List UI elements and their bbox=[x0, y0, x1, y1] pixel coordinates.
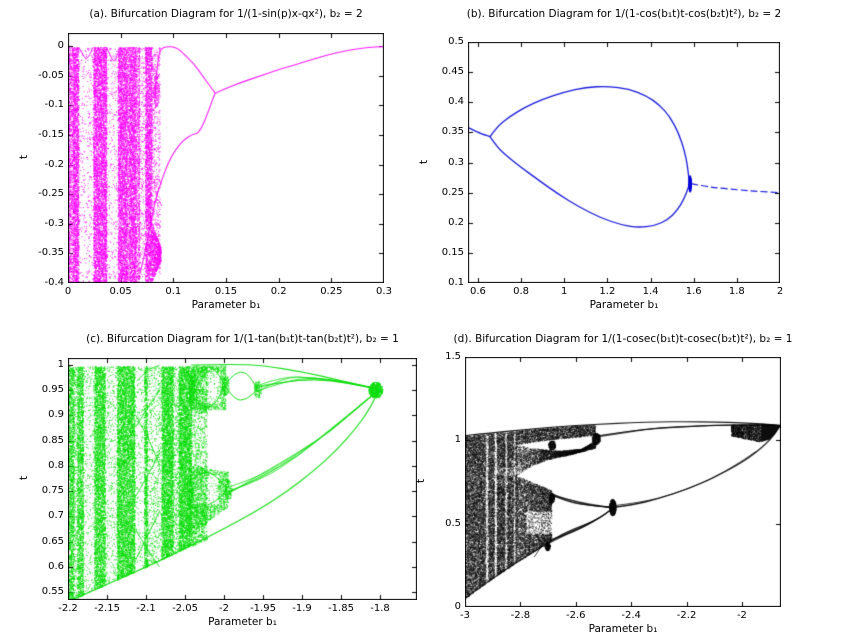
y-tick-label: 0.6 bbox=[48, 560, 64, 572]
y-tick-label: 1 bbox=[454, 434, 461, 446]
x-tick-label: -2 bbox=[219, 603, 229, 614]
y-tick-label: 0.1 bbox=[448, 277, 464, 288]
y-tick-label: 0.2 bbox=[448, 216, 464, 228]
x-tick-label: 1.8 bbox=[728, 286, 745, 297]
subplot-d-xlabel: Parameter b₁ bbox=[588, 623, 658, 635]
subplot-b-plot-area bbox=[468, 42, 780, 283]
y-tick-label: 0.85 bbox=[41, 434, 64, 446]
y-tick-label: -0.15 bbox=[38, 128, 64, 140]
y-tick-label: 0.55 bbox=[41, 585, 64, 597]
x-tick-label: -2.1 bbox=[136, 603, 156, 614]
y-tick-label: 0 bbox=[57, 40, 64, 52]
x-tick-label: -1.9 bbox=[292, 603, 312, 614]
y-tick-label: -0.25 bbox=[38, 188, 64, 200]
y-tick-label: -0.35 bbox=[38, 247, 64, 259]
y-tick-label: 0.7 bbox=[48, 510, 64, 522]
x-tick-label: 0.8 bbox=[513, 286, 530, 297]
x-tick-label: -2.05 bbox=[172, 603, 198, 614]
x-tick-label: 0.05 bbox=[109, 286, 132, 297]
y-tick-label: -0.05 bbox=[38, 69, 64, 81]
x-tick-label: 0.3 bbox=[376, 286, 392, 297]
subplot-a-plot-area bbox=[68, 33, 384, 283]
subplot-c-title: (c). Bifurcation Diagram for 1/(1-tan(b₁… bbox=[86, 333, 399, 345]
x-tick-label: 0.1 bbox=[165, 286, 182, 297]
x-tick-label: -3 bbox=[460, 610, 470, 621]
x-tick-label: -2.2 bbox=[676, 610, 697, 621]
subplot-a-xlabel: Parameter b₁ bbox=[191, 299, 261, 311]
y-tick-label: 0.65 bbox=[41, 535, 64, 547]
x-tick-label: 0 bbox=[64, 286, 72, 297]
y-tick-label: -0.4 bbox=[44, 277, 64, 288]
y-tick-label: 0 bbox=[454, 601, 461, 612]
x-tick-label: 1.6 bbox=[685, 286, 702, 297]
subplot-d-ylabel: t bbox=[414, 478, 428, 484]
subplot-c-xlabel: Parameter b₁ bbox=[208, 616, 277, 628]
x-tick-label: 2 bbox=[776, 286, 784, 297]
x-tick-label: 0.15 bbox=[214, 286, 238, 297]
x-tick-label: 0.2 bbox=[270, 286, 287, 297]
subplot-b-xlabel: Parameter b₁ bbox=[589, 299, 659, 311]
subplot-d-title: (d). Bifurcation Diagram for 1/(1-cosec(… bbox=[453, 333, 793, 345]
subplot-c-ylabel: t bbox=[17, 475, 31, 481]
x-tick-label: -2 bbox=[736, 610, 747, 621]
y-tick-label: 1 bbox=[57, 359, 64, 371]
y-tick-label: 0.8 bbox=[48, 459, 64, 471]
y-tick-label: 0.5 bbox=[448, 36, 464, 47]
x-tick-label: 1 bbox=[561, 286, 568, 297]
x-tick-label: -2.2 bbox=[58, 603, 78, 614]
y-tick-label: 0.5 bbox=[445, 517, 461, 529]
x-tick-label: 1.4 bbox=[642, 286, 659, 297]
subplot-a: (a). Bifurcation Diagram for 1/(1-sin(p)… bbox=[0, 0, 424, 321]
y-tick-label: 0.4 bbox=[448, 96, 464, 108]
x-tick-label: -2.8 bbox=[510, 610, 531, 621]
x-tick-label: 0.25 bbox=[320, 286, 343, 297]
y-tick-label: 0.25 bbox=[441, 186, 464, 198]
y-tick-label: -0.2 bbox=[44, 158, 64, 170]
x-tick-label: -2.4 bbox=[621, 610, 641, 621]
y-tick-label: 0.75 bbox=[41, 485, 64, 497]
subplot-d: (d). Bifurcation Diagram for 1/(1-cosec(… bbox=[414, 321, 848, 643]
y-tick-label: 0.35 bbox=[441, 126, 464, 138]
x-tick-label: 1.2 bbox=[599, 286, 616, 297]
x-tick-label: -2.6 bbox=[566, 610, 586, 621]
subplot-b: (b). Bifurcation Diagram for 1/(1-cos(b₁… bbox=[417, 0, 848, 321]
y-tick-label: 1.5 bbox=[445, 351, 461, 362]
subplot-b-title: (b). Bifurcation Diagram for 1/(1-cos(b₁… bbox=[466, 8, 782, 20]
y-tick-label: 0.95 bbox=[41, 384, 64, 396]
x-tick-label: -1.85 bbox=[328, 603, 354, 614]
y-tick-label: -0.3 bbox=[44, 217, 64, 229]
subplot-d-plot-area bbox=[465, 357, 781, 607]
y-tick-label: 0.45 bbox=[441, 66, 464, 78]
x-tick-label: 0.6 bbox=[469, 286, 486, 297]
x-tick-label: -1.8 bbox=[370, 603, 390, 614]
y-tick-label: 0.9 bbox=[48, 409, 64, 421]
y-tick-label: 0.15 bbox=[441, 246, 464, 258]
subplot-c-plot-area bbox=[68, 358, 417, 600]
y-tick-label: -0.1 bbox=[44, 99, 64, 111]
subplot-a-title: (a). Bifurcation Diagram for 1/(1-sin(p)… bbox=[89, 8, 363, 20]
subplot-c: (c). Bifurcation Diagram for 1/(1-tan(b₁… bbox=[0, 321, 424, 643]
x-tick-label: -1.95 bbox=[250, 603, 276, 614]
x-tick-label: -2.15 bbox=[94, 603, 120, 614]
y-tick-label: 0.3 bbox=[448, 156, 464, 168]
